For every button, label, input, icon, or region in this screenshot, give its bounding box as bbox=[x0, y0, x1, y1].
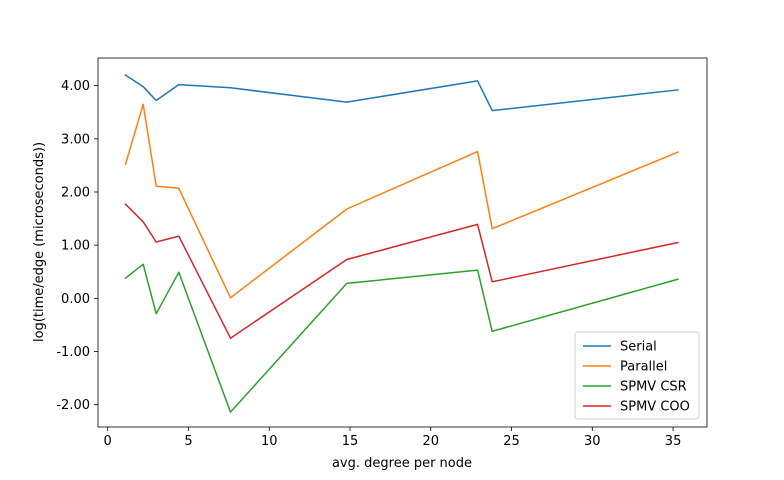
y-axis-ticks: -2.00 -1.00 0.00 1.00 2.00 3.00 4.00 bbox=[56, 79, 98, 413]
series-line-serial bbox=[124, 73, 679, 112]
y-tick-label: 0.00 bbox=[61, 292, 90, 307]
legend-label-spmv-csr: SPMV CSR bbox=[620, 380, 687, 395]
x-tick-label: 10 bbox=[261, 434, 278, 449]
y-tick-label: 3.00 bbox=[61, 132, 90, 147]
x-tick-label: 25 bbox=[503, 434, 520, 449]
x-tick-label: 30 bbox=[584, 434, 601, 449]
legend: Serial Parallel SPMV CSR SPMV COO bbox=[574, 331, 700, 420]
series-layer bbox=[124, 73, 679, 413]
axes-layer bbox=[97, 57, 708, 428]
series-line-parallel bbox=[124, 103, 679, 299]
y-tick-label: -1.00 bbox=[56, 345, 90, 360]
series-line-spmv-coo bbox=[124, 203, 679, 339]
x-tick-label: 0 bbox=[104, 434, 112, 449]
y-tick-label: 2.00 bbox=[61, 185, 90, 200]
y-tick-label: 4.00 bbox=[61, 79, 90, 94]
x-axis-ticks: 0 5 10 15 20 25 30 35 bbox=[104, 427, 682, 449]
legend-label-spmv-coo: SPMV COO bbox=[620, 400, 690, 415]
x-tick-label: 5 bbox=[184, 434, 192, 449]
x-tick-label: 15 bbox=[342, 434, 359, 449]
y-tick-label: 1.00 bbox=[61, 239, 90, 254]
axes-frame bbox=[97, 57, 708, 428]
legend-label-parallel: Parallel bbox=[620, 360, 667, 375]
x-axis-label: avg. degree per node bbox=[332, 456, 472, 471]
legend-box bbox=[574, 331, 700, 420]
x-tick-label: 35 bbox=[665, 434, 682, 449]
x-tick-label: 20 bbox=[422, 434, 439, 449]
y-axis-label: log(time/edge (microseconds)) bbox=[32, 142, 47, 342]
series-line-spmv-csr bbox=[124, 263, 679, 413]
legend-label-serial: Serial bbox=[620, 340, 657, 355]
y-tick-label: -2.00 bbox=[56, 398, 90, 413]
